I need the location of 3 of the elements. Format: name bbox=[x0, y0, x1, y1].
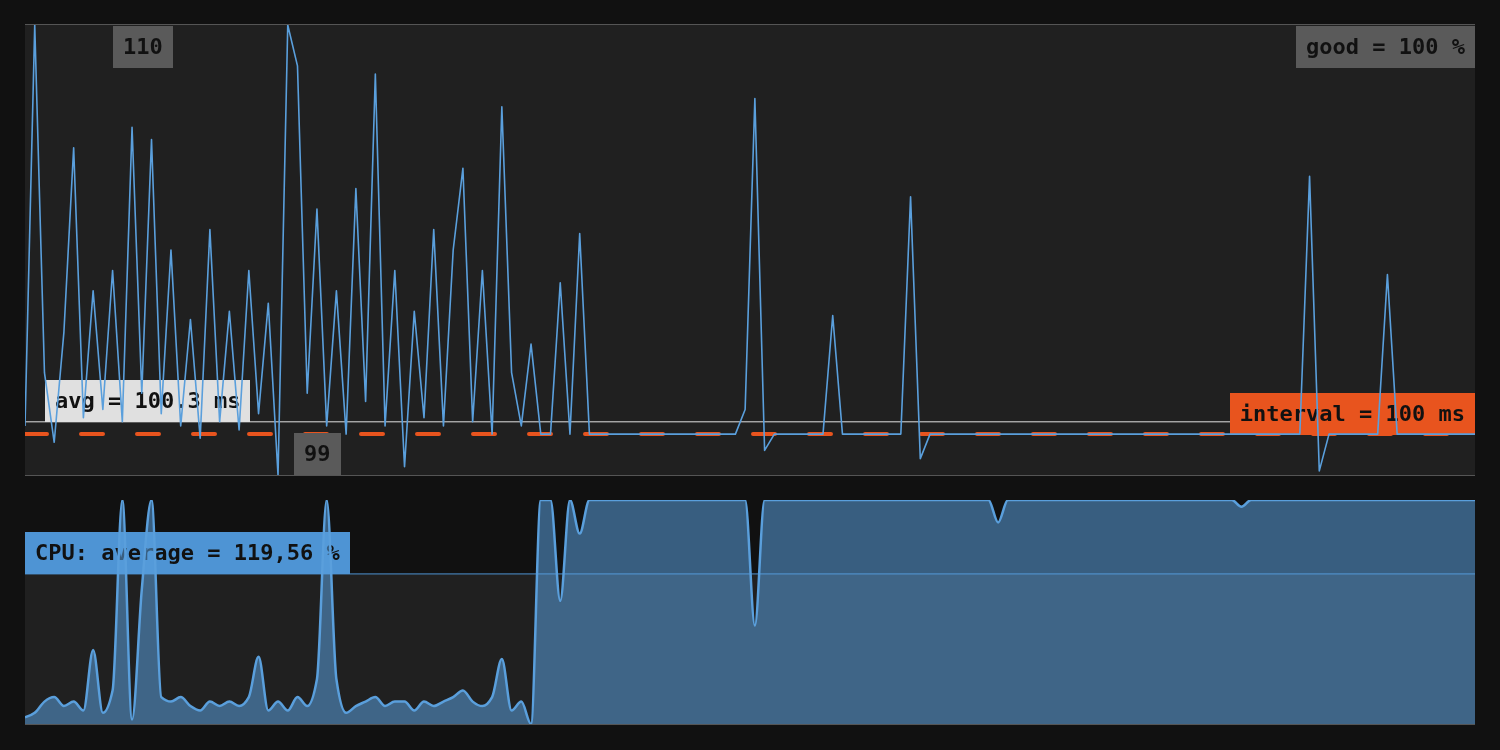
annotation: 99 bbox=[294, 433, 341, 475]
annotation: 110 bbox=[113, 26, 173, 68]
annotation: good = 100 % bbox=[1296, 26, 1475, 68]
